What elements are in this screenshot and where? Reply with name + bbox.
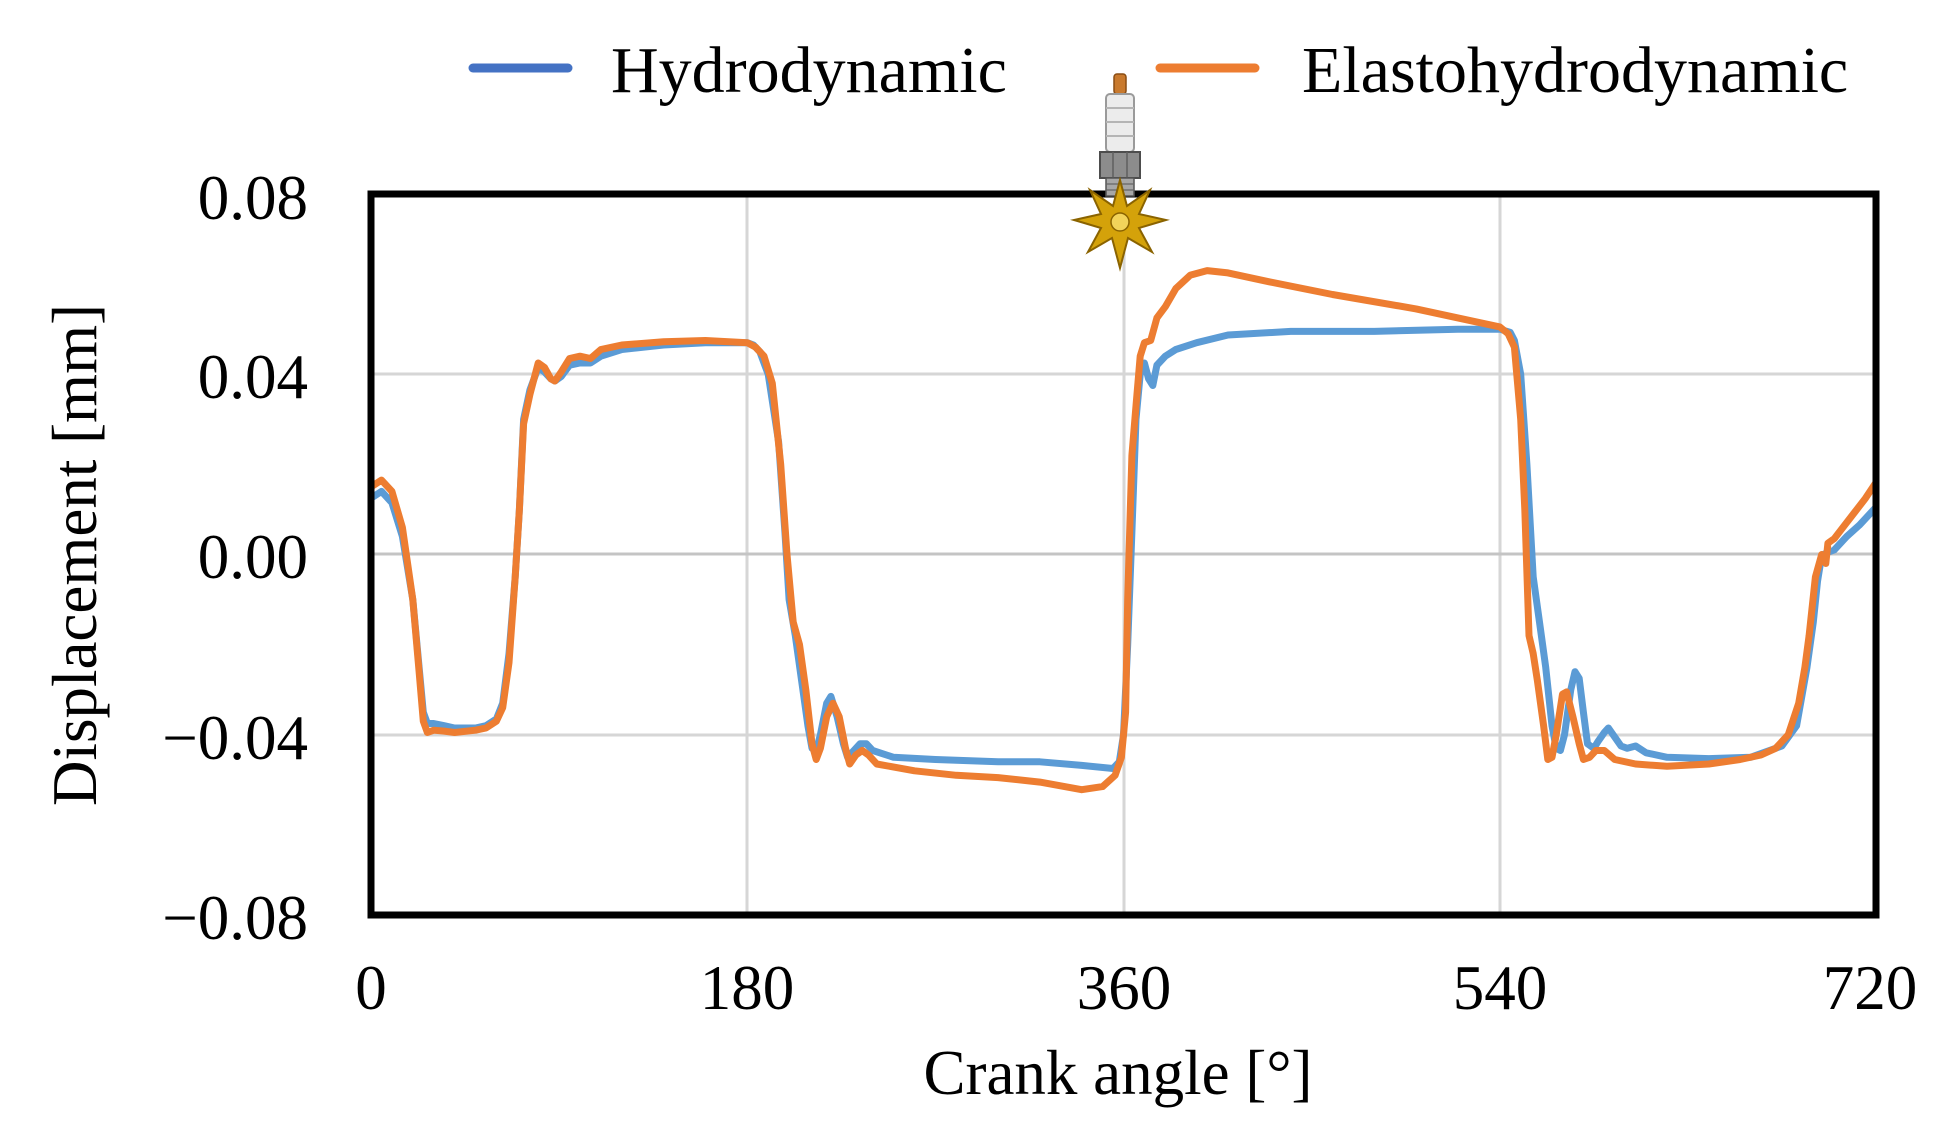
legend-label-hydrodynamic: Hydrodynamic <box>611 34 1007 107</box>
legend-label-elastohydrodynamic: Elastohydrodynamic <box>1302 34 1848 107</box>
y-tick-labels: 0.08 0.04 0.00 −0.04 −0.08 <box>162 163 308 953</box>
x-tick-labels: 0 180 360 540 720 <box>355 953 1917 1023</box>
x-tick-label: 720 <box>1823 953 1918 1023</box>
x-axis-label: Crank angle [°] <box>923 1038 1312 1108</box>
series-layer <box>367 267 1880 794</box>
x-tick-label: 180 <box>700 953 795 1023</box>
legend: Hydrodynamic Elastohydrodynamic <box>468 34 1848 107</box>
y-tick-label: −0.04 <box>162 703 308 773</box>
x-tick-label: 540 <box>1453 953 1548 1023</box>
spark-plug-icon <box>1070 73 1170 272</box>
y-tick-label: −0.08 <box>162 883 308 953</box>
y-axis-label: Displacement [mm] <box>40 304 110 806</box>
grid <box>371 194 1876 915</box>
series-line-elastohydrodynamic <box>367 267 1880 794</box>
x-tick-label: 360 <box>1077 953 1172 1023</box>
y-tick-label: 0.04 <box>198 342 308 412</box>
y-tick-label: 0.00 <box>198 522 308 592</box>
y-tick-label: 0.08 <box>198 163 308 233</box>
x-tick-label: 0 <box>355 953 387 1023</box>
